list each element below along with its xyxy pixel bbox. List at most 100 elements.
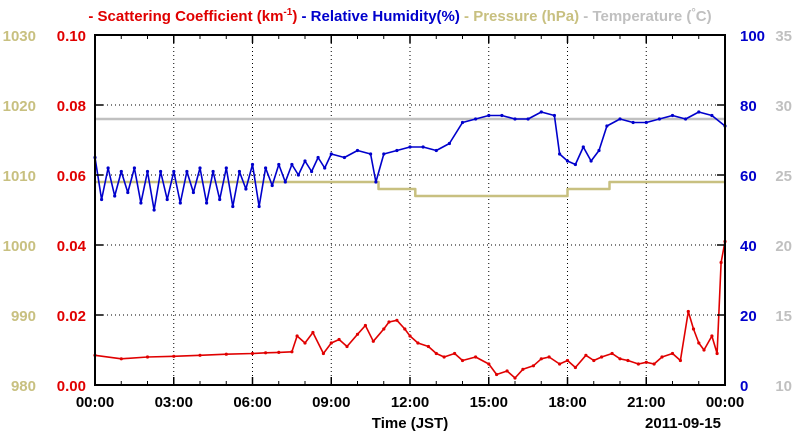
data-point [631,120,635,125]
data-point [442,355,446,359]
data-point [264,351,268,355]
data-point [597,148,601,153]
legend-entry-label: Temperature ( [592,8,691,25]
data-point [277,350,281,354]
data-point [408,145,412,149]
data-point [644,360,648,364]
data-point [185,169,189,174]
data-point [303,341,307,345]
data-point [191,190,195,195]
legend-dash: - [579,8,592,25]
data-point [660,355,664,359]
data-point [715,351,719,356]
data-point [636,362,641,366]
data-point [670,113,675,118]
data-point [257,204,261,209]
y-tick-label-temperature: 20 [775,238,792,255]
y-tick-label-temperature: 10 [775,378,792,395]
data-point [697,110,701,114]
data-point [270,183,274,188]
data-point [584,353,588,357]
legend-superscript: -1 [283,7,292,18]
data-point [205,201,209,205]
data-point [600,355,604,359]
data-point [100,197,104,202]
data-point [403,327,407,331]
data-point [453,351,457,356]
legend-entry-label: Pressure (hPa) [473,8,579,25]
data-point [290,162,294,167]
data-point [573,162,578,167]
data-point [224,166,228,170]
legend-dash: - [88,8,97,25]
y-tick-label-humidity: 80 [740,98,757,115]
data-point [345,344,349,349]
data-point [296,173,300,177]
data-point [172,169,176,174]
data-point [371,339,375,343]
data-point [539,110,543,114]
legend-close: C) [696,8,712,25]
data-point [264,166,268,170]
grid [95,35,725,385]
data-point [474,355,478,359]
data-point [329,152,333,156]
data-point [447,141,451,146]
data-point [460,120,465,125]
data-point [581,145,585,149]
data-point [355,332,360,336]
data-point [231,204,235,209]
data-point [434,148,438,153]
y-tick-label-humidity: 20 [740,308,757,325]
y-tick-label-scattering: 0.10 [57,28,86,45]
data-point [426,344,430,349]
data-point [565,358,570,363]
data-point [589,159,593,163]
data-point [211,169,215,174]
y-tick-label-scattering: 0.02 [57,308,86,325]
x-tick-label: 12:00 [391,394,429,411]
data-point [460,358,465,363]
y-tick-label-humidity: 0 [740,378,748,395]
legend-dash: - [460,8,473,25]
data-point [618,117,622,121]
data-point [697,341,701,345]
data-point [684,117,688,121]
data-point [106,166,110,170]
data-point [337,337,341,342]
y-tick-label-temperature: 30 [775,98,792,115]
x-axis-title: Time (JST) [372,415,448,432]
data-point [382,152,386,156]
y-tick-label-humidity: 40 [740,238,757,255]
data-point [369,152,373,156]
data-point [547,355,551,359]
data-point [558,152,562,156]
data-point [395,148,399,153]
data-point [719,260,723,265]
data-point [237,169,241,174]
data-point [573,365,578,370]
legend-close: ) [292,8,297,25]
data-point [710,334,714,338]
x-tick-label: 18:00 [548,394,586,411]
x-tick-label: 00:00 [76,394,114,411]
y-tick-label-scattering: 0.00 [57,378,86,395]
data-point [329,341,333,345]
data-point [303,159,307,163]
data-point [198,166,202,170]
y-tick-label-pressure: 1000 [3,238,36,255]
data-point [495,372,499,377]
y-tick-label-pressure: 980 [11,378,36,395]
data-point [295,334,299,338]
series-line-pressure [95,180,725,198]
x-tick-label: 09:00 [312,394,350,411]
data-point [374,180,378,184]
data-point [145,169,150,174]
data-point [387,320,391,324]
legend-dash: - [297,8,310,25]
data-point [310,169,314,174]
data-point [558,362,562,366]
data-point [198,353,202,357]
y-tick-label-humidity: 60 [740,168,757,185]
